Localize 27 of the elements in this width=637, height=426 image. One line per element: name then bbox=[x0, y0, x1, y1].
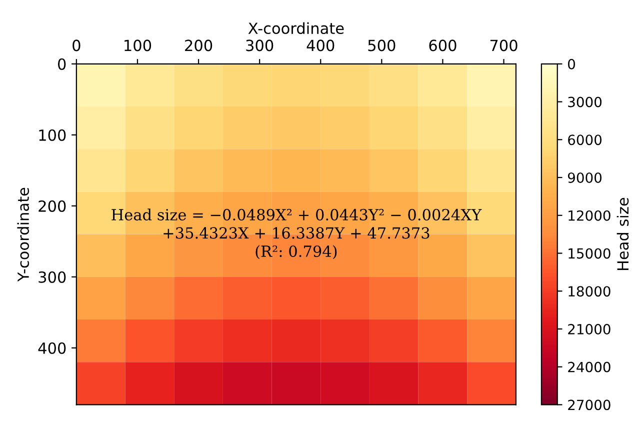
x-tick-label: 500 bbox=[368, 40, 396, 52]
color-bar-label: 9000 bbox=[568, 172, 602, 183]
x-tick-label: 300 bbox=[246, 40, 274, 52]
x-tick-label: 200 bbox=[185, 40, 212, 52]
color-bar-label: 27000 bbox=[568, 400, 610, 410]
x-tick-label: 600 bbox=[429, 40, 456, 52]
color-bar-label: 15000 bbox=[568, 248, 610, 259]
color-bar-label: 6000 bbox=[568, 134, 602, 146]
y-tick-label: 200 bbox=[38, 200, 66, 212]
color-bar-label: 3000 bbox=[568, 96, 602, 108]
annotation: Head size = −0.0489X² + 0.0443Y² − 0.0024XY +35.4323X + 16.3387Y + 47.7373 (R²: 0.794) bbox=[112, 208, 482, 260]
y-tick-label: 400 bbox=[38, 342, 66, 354]
y-tick-label: 300 bbox=[38, 271, 66, 283]
color-bar-label: 12000 bbox=[568, 210, 610, 221]
x-tick-label: 0 bbox=[72, 40, 80, 52]
color-bar-label: 24000 bbox=[568, 362, 610, 372]
x-tick-label: 400 bbox=[306, 40, 334, 52]
color-bar-label: 18000 bbox=[568, 286, 610, 297]
color-bar-title: Head size bbox=[616, 198, 629, 270]
x-tick-label: 700 bbox=[490, 40, 518, 52]
color-bar-label: 21000 bbox=[568, 324, 610, 334]
color-bar-label: 0 bbox=[568, 58, 576, 70]
x-axis-title: X-coordinate bbox=[248, 22, 344, 34]
y-axis-title: Y-coordinate bbox=[17, 188, 30, 282]
x-tick-label: 100 bbox=[124, 40, 152, 52]
y-tick-label: 0 bbox=[58, 58, 66, 70]
y-tick-label: 100 bbox=[39, 129, 66, 141]
